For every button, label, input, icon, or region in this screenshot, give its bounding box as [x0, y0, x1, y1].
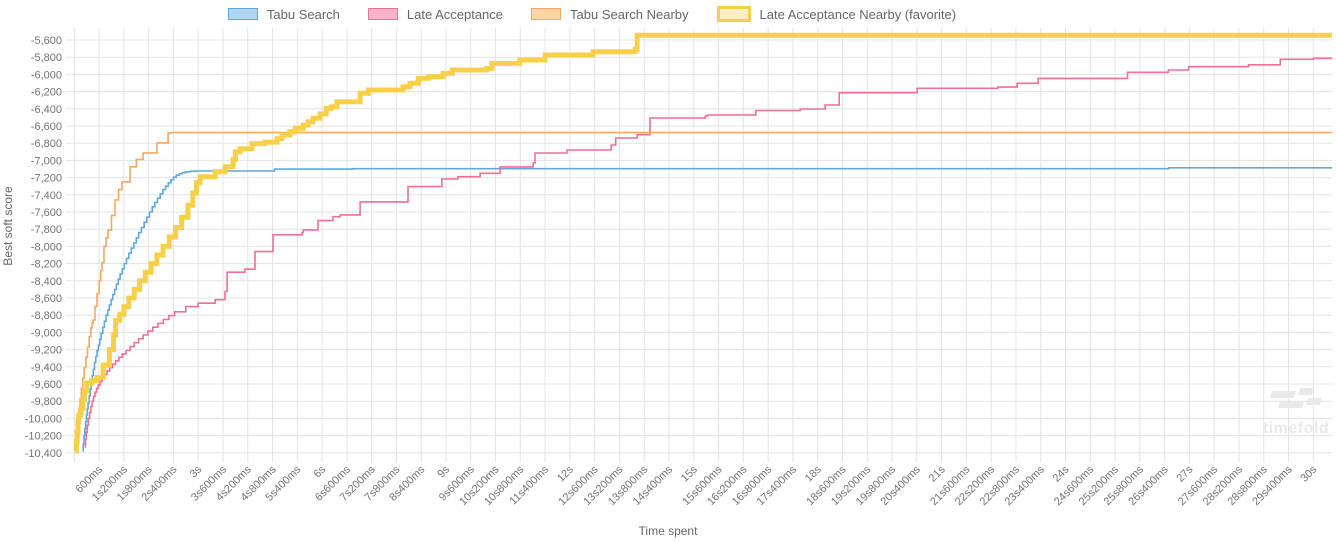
- legend-swatch-tabu-search-nearby: [531, 8, 562, 20]
- x-axis-title: Time spent: [638, 524, 698, 538]
- x-tick-label: 3s: [188, 463, 205, 480]
- y-tick-label: -7,800: [31, 224, 62, 236]
- y-tick-label: -10,400: [25, 448, 62, 460]
- y-tick-label: -7,600: [31, 207, 62, 219]
- y-tick-label: -10,000: [25, 413, 62, 425]
- y-tick-label: -10,200: [25, 431, 62, 443]
- legend-swatch-late-acceptance: [367, 8, 398, 20]
- series-line-late-acceptance: [84, 57, 1333, 448]
- y-tick-label: -6,400: [31, 104, 62, 116]
- y-tick-label: -8,200: [31, 259, 62, 271]
- series-line-tabu-search: [82, 167, 1332, 452]
- series-line-late-acceptance-nearby-favorite: [73, 32, 1332, 454]
- y-tick-label: -8,000: [31, 241, 62, 253]
- x-tick-label: 9s: [435, 463, 452, 480]
- legend-swatch-late-acceptance-nearby-favorite: [716, 6, 751, 22]
- y-tick-label: -9,800: [31, 396, 62, 408]
- y-tick-label: -6,600: [31, 121, 62, 133]
- series-line-tabu-search-nearby: [75, 131, 1333, 452]
- y-tick-label: -5,800: [31, 52, 62, 64]
- y-tick-label: -9,200: [31, 345, 62, 357]
- y-tick-label: -7,200: [31, 173, 62, 185]
- legend-label-late-acceptance: Late Acceptance: [406, 6, 504, 22]
- chart-legend: Tabu Search Late Acceptance Tabu Search Ne…: [0, 6, 1184, 22]
- y-tick-label: -6,200: [31, 87, 62, 99]
- y-axis-title: Best soft score: [1, 186, 15, 266]
- y-tick-label: -8,800: [31, 310, 62, 322]
- legend-item-tabu-search[interactable]: Tabu Search: [227, 6, 340, 22]
- legend-swatch-tabu-search: [227, 8, 258, 20]
- y-tick-label: -9,400: [31, 362, 62, 374]
- y-tick-label: -9,600: [31, 379, 62, 391]
- y-tick-label: -6,800: [31, 138, 62, 150]
- legend-label-late-acceptance-nearby-favorite: Late Acceptance Nearby (favorite): [759, 6, 957, 22]
- y-tick-label: -8,400: [31, 276, 62, 288]
- legend-label-tabu-search-nearby: Tabu Search Nearby: [570, 6, 689, 22]
- y-tick-label: -7,400: [31, 190, 62, 202]
- x-tick-label: 30s: [1298, 463, 1319, 484]
- legend-item-tabu-search-nearby[interactable]: Tabu Search Nearby: [531, 7, 689, 22]
- y-tick-label: -7,000: [31, 155, 62, 167]
- legend-item-late-acceptance-nearby-favorite[interactable]: Late Acceptance Nearby (favorite): [716, 6, 957, 22]
- y-tick-label: -8,600: [31, 293, 62, 305]
- y-tick-label: -9,000: [31, 327, 62, 339]
- x-tick-label: 6s: [312, 463, 329, 480]
- legend-label-tabu-search: Tabu Search: [266, 6, 340, 22]
- y-tick-label: -6,000: [31, 69, 62, 81]
- y-tick-label: -5,600: [31, 35, 62, 47]
- legend-item-late-acceptance[interactable]: Late Acceptance: [367, 6, 504, 22]
